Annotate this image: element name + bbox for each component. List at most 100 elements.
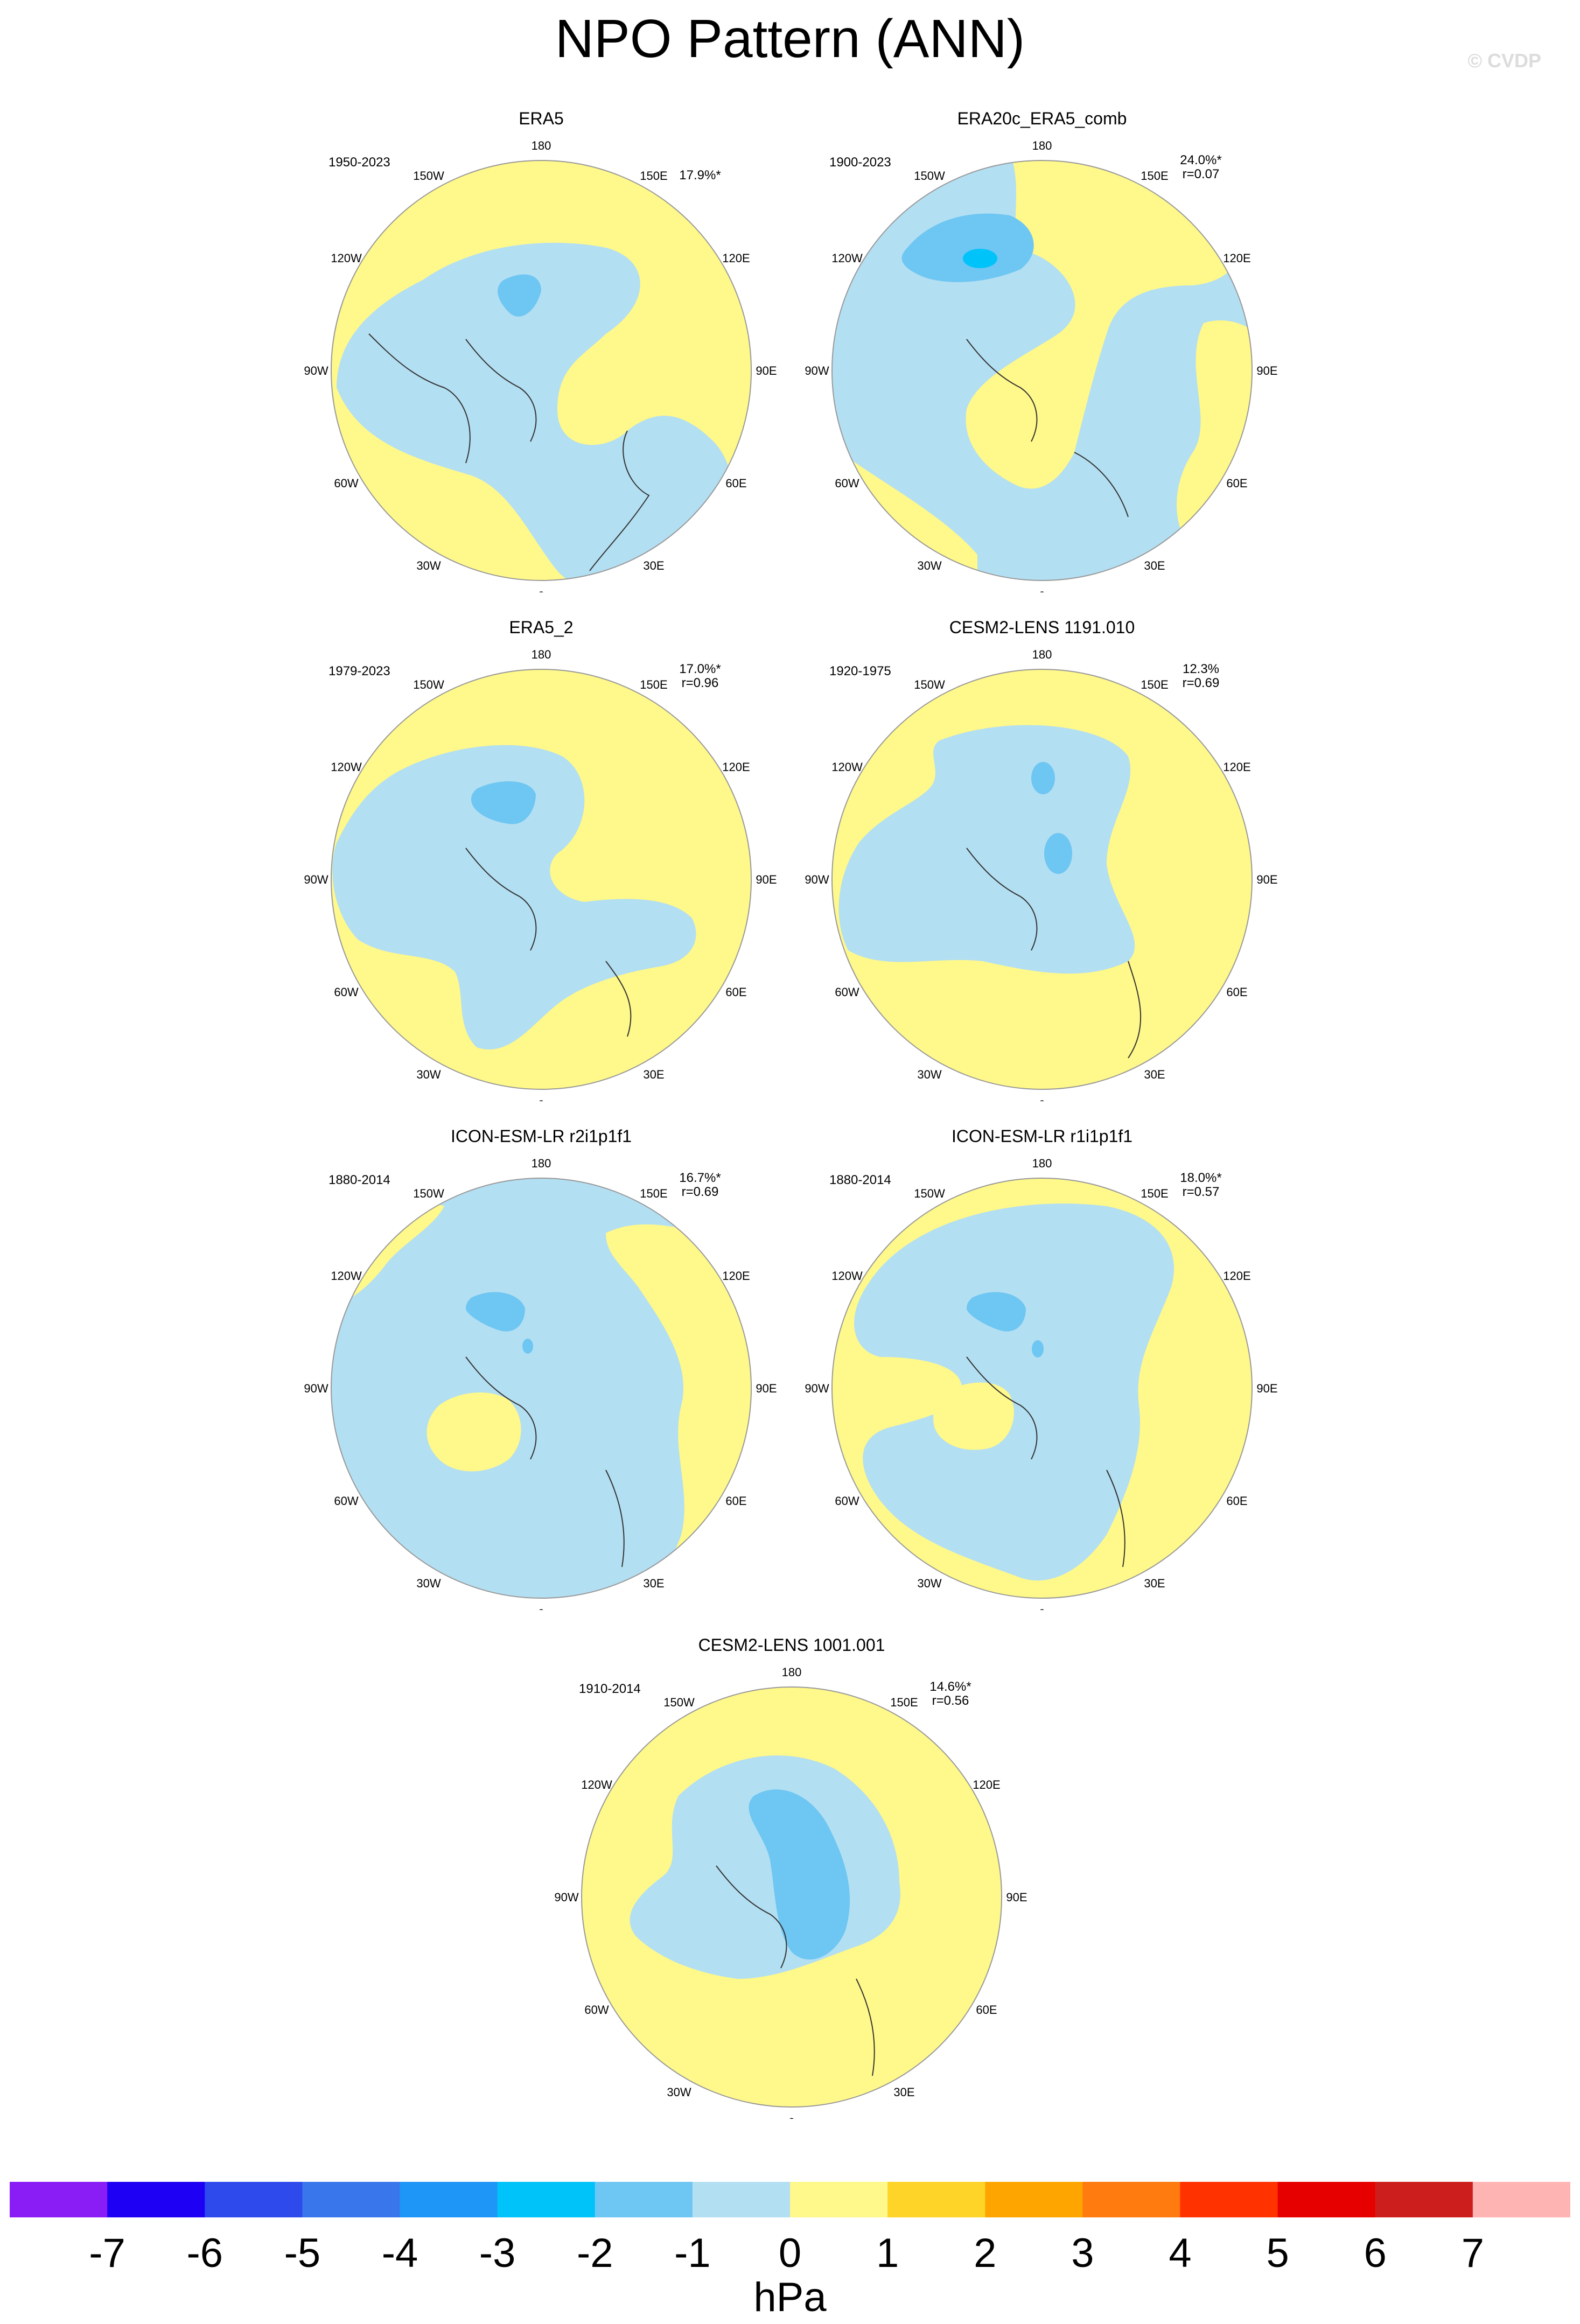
colorbar-label: 7 xyxy=(1461,2230,1485,2276)
longitude-label: 90E xyxy=(756,873,777,886)
longitude-label: 60E xyxy=(1226,1494,1247,1508)
longitude-label: 150E xyxy=(1141,678,1168,691)
panel-years: 1979-2023 xyxy=(328,664,390,678)
longitude-label: 150E xyxy=(1141,1187,1168,1200)
negative-anomaly-region xyxy=(838,725,1135,974)
strong-negative-spot xyxy=(1032,1340,1044,1357)
colorbar xyxy=(10,2182,1570,2217)
colorbar-label: -6 xyxy=(186,2230,223,2276)
longitude-label: 30E xyxy=(1144,1068,1165,1081)
colorbar-box xyxy=(1375,2182,1473,2217)
longitude-label: 120W xyxy=(831,1269,863,1283)
colorbar-unit: hPa xyxy=(753,2274,827,2320)
longitude-label: 60E xyxy=(725,985,746,999)
longitude-labels: 180 150E 120E 90E 60E 30E 0 30W 60W 90W 120W 150W xyxy=(805,1157,1278,1610)
longitude-label: 90E xyxy=(1256,1382,1277,1395)
longitude-label: 30W xyxy=(667,2085,691,2099)
longitude-label: 150W xyxy=(413,1187,444,1200)
panel-percent: 16.7%* xyxy=(679,1171,721,1185)
longitude-labels: 180 150E 120E 90E 60E 30E 0 30W 60W 90W 120W 150W xyxy=(304,139,777,592)
longitude-label: 60E xyxy=(1226,985,1247,999)
negative-anomaly-region xyxy=(332,745,696,1049)
map-rim xyxy=(831,160,1253,581)
positive-anomaly-region-greenland xyxy=(933,1382,1014,1450)
longitude-label: 30W xyxy=(416,1577,441,1590)
polar-map: 180 150E 120E 90E 60E 30E 0 30W 60W 90W 120W 150W xyxy=(805,648,1278,1101)
coastline xyxy=(856,1978,875,2076)
panel-correlation: r=0.69 xyxy=(681,1185,719,1199)
longitude-label: 90W xyxy=(805,873,829,886)
longitude-label: 30E xyxy=(1144,559,1165,572)
longitude-label: 0 xyxy=(538,1607,544,1610)
longitude-label: 30W xyxy=(917,1577,941,1590)
panel-correlation: r=0.57 xyxy=(1182,1185,1220,1199)
coastline-greenland xyxy=(966,1356,1038,1460)
longitude-label: 180 xyxy=(1032,1157,1052,1170)
longitude-label: 30E xyxy=(1144,1577,1165,1590)
longitude-label: 30W xyxy=(416,1068,441,1081)
longitude-label: 60W xyxy=(835,1494,859,1508)
longitude-label: 120E xyxy=(722,1269,750,1283)
longitude-label: 90E xyxy=(1256,873,1277,886)
colorbar-boxes xyxy=(10,2182,1570,2217)
longitude-label: 60E xyxy=(976,2003,997,2017)
longitude-label: 90W xyxy=(304,1382,328,1395)
map-rim xyxy=(331,1178,752,1599)
panel-percent: 12.3% xyxy=(1182,662,1220,676)
colorbar-label: 3 xyxy=(1071,2230,1094,2276)
colorbar-box xyxy=(790,2182,888,2217)
polar-map: 180 150E 120E 90E 60E 30E 0 30W 60W 90W 120W 150W xyxy=(805,1157,1278,1610)
map-rim xyxy=(831,1178,1253,1599)
coastline-greenland xyxy=(966,339,1038,442)
panel-title: ICON-ESM-LR r2i1p1f1 xyxy=(450,1126,632,1146)
longitude-label: 150E xyxy=(890,1696,918,1709)
longitude-label: 60E xyxy=(725,477,746,490)
longitude-label: 180 xyxy=(782,1665,802,1679)
figure-title: NPO Pattern (ANN) xyxy=(555,9,1025,69)
strong-negative-center-2 xyxy=(1044,833,1072,874)
longitude-label: 0 xyxy=(1039,589,1045,592)
colorbar-box xyxy=(497,2182,596,2217)
panel-years: 1880-2014 xyxy=(829,1173,891,1187)
strong-negative-spot xyxy=(522,1339,533,1354)
longitude-labels: 180 150E 120E 90E 60E 30E 0 30W 60W 90W 120W 150W xyxy=(805,139,1278,592)
colorbar-label: -2 xyxy=(577,2230,613,2276)
longitude-label: 0 xyxy=(538,1098,544,1101)
longitude-label: 30E xyxy=(643,1068,664,1081)
panel-percent: 17.9%* xyxy=(679,168,721,183)
panel-percent: 24.0%* xyxy=(1180,153,1222,167)
longitude-label: 90W xyxy=(555,1891,579,1904)
longitude-label: 90W xyxy=(304,364,328,377)
colorbar-box xyxy=(1082,2182,1181,2217)
longitude-label: 0 xyxy=(1039,1607,1045,1610)
longitude-label: 120E xyxy=(1223,251,1250,265)
colorbar-box xyxy=(692,2182,791,2217)
colorbar-label: 0 xyxy=(778,2230,802,2276)
positive-anomaly-region-greenland xyxy=(427,1392,521,1472)
colorbar-box xyxy=(1180,2182,1278,2217)
colorbar-label: -5 xyxy=(284,2230,321,2276)
longitude-label: 60W xyxy=(835,985,859,999)
strong-negative-center xyxy=(967,1292,1026,1332)
coastline xyxy=(605,1469,625,1567)
longitude-label: 150E xyxy=(1141,169,1168,183)
longitude-label: 60E xyxy=(1226,477,1247,490)
panel-correlation: r=0.96 xyxy=(681,676,719,690)
longitude-label: 30E xyxy=(643,1577,664,1590)
panel-title: ICON-ESM-LR r1i1p1f1 xyxy=(951,1126,1133,1146)
panel-percent: 17.0%* xyxy=(679,662,721,676)
longitude-label: 0 xyxy=(538,589,544,592)
longitude-label: 120E xyxy=(1223,1269,1250,1283)
colorbar-box xyxy=(595,2182,693,2217)
longitude-label: 120W xyxy=(581,1778,612,1791)
colorbar-label: 4 xyxy=(1169,2230,1192,2276)
longitude-label: 120E xyxy=(973,1778,1000,1791)
coastline-greenland xyxy=(716,1865,787,1969)
colorbar-label: 2 xyxy=(974,2230,997,2276)
strong-negative-center xyxy=(498,274,541,317)
longitude-label: 120E xyxy=(722,760,750,774)
longitude-label: 120W xyxy=(831,251,863,265)
longitude-label: 60W xyxy=(334,985,358,999)
colorbar-box xyxy=(205,2182,303,2217)
coastline xyxy=(589,430,650,571)
